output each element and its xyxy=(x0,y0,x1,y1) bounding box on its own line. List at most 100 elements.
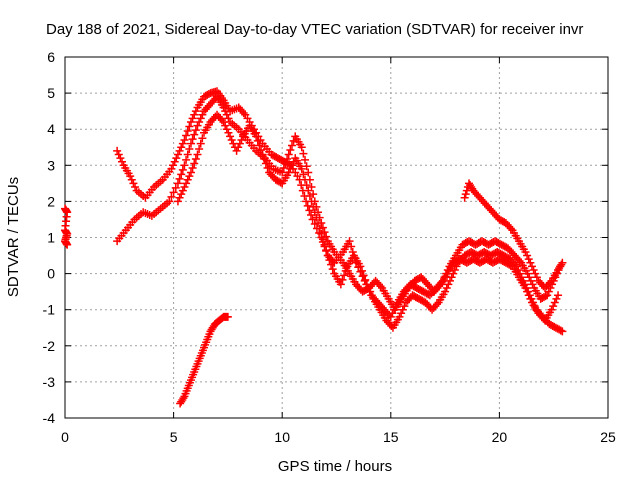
data-points xyxy=(61,87,567,408)
data-point-marker xyxy=(317,229,326,238)
data-point-marker xyxy=(188,114,197,123)
data-point-marker xyxy=(172,154,181,163)
data-point-marker xyxy=(305,191,314,200)
data-point-marker xyxy=(178,186,187,195)
series-track-e xyxy=(460,179,567,293)
data-point-marker xyxy=(131,182,140,191)
series-track-f xyxy=(176,312,232,408)
data-point-marker xyxy=(185,145,194,154)
chart-title: Day 188 of 2021, Sidereal Day-to-day VTE… xyxy=(46,21,583,38)
data-point-marker xyxy=(191,107,200,116)
data-point-marker xyxy=(175,193,184,202)
data-point-marker xyxy=(556,326,565,335)
data-point-marker xyxy=(183,150,192,159)
data-point-marker xyxy=(129,179,138,188)
data-point-marker xyxy=(359,271,368,280)
data-point-marker xyxy=(255,141,264,150)
data-point-marker xyxy=(341,266,350,275)
data-point-marker xyxy=(281,159,290,168)
y-axis-label: SDTVAR / TECUs xyxy=(5,177,22,297)
data-point-marker xyxy=(362,280,371,289)
data-point-marker xyxy=(171,183,180,192)
data-point-marker xyxy=(386,312,395,321)
data-point-marker xyxy=(356,262,365,271)
data-point-marker xyxy=(173,179,182,188)
data-point-marker xyxy=(361,275,370,284)
data-point-marker xyxy=(180,136,189,145)
data-point-marker xyxy=(185,122,194,131)
data-point-marker xyxy=(180,182,189,191)
data-point-marker xyxy=(193,121,202,130)
data-point-marker xyxy=(283,154,292,163)
data-point-marker xyxy=(527,262,536,271)
data-point-marker xyxy=(126,172,135,181)
data-point-marker xyxy=(221,121,230,130)
data-point-marker xyxy=(195,145,204,154)
data-point-marker xyxy=(227,136,236,145)
y-tick-label: 1 xyxy=(47,230,55,246)
data-point-marker xyxy=(550,298,559,307)
data-point-marker xyxy=(167,164,176,173)
data-point-marker xyxy=(183,127,192,136)
data-point-marker xyxy=(460,193,469,202)
data-point-marker xyxy=(449,269,458,278)
data-point-marker xyxy=(512,262,521,271)
data-point-marker xyxy=(304,186,313,195)
data-point-marker xyxy=(179,394,188,403)
data-point-marker xyxy=(524,287,533,296)
data-point-marker xyxy=(450,265,459,274)
data-point-marker xyxy=(219,103,228,112)
data-point-marker xyxy=(525,291,534,300)
data-point-marker xyxy=(196,114,205,123)
data-point-marker xyxy=(517,273,526,282)
data-point-marker xyxy=(221,107,230,116)
data-point-marker xyxy=(541,292,550,301)
x-tick-label: 5 xyxy=(170,429,178,445)
data-point-marker xyxy=(169,161,178,170)
data-point-marker xyxy=(287,141,296,150)
data-point-marker xyxy=(175,174,184,183)
data-point-marker xyxy=(554,291,563,300)
data-point-marker xyxy=(558,258,567,267)
data-point-marker xyxy=(545,278,554,287)
data-point-marker xyxy=(177,170,186,179)
x-tick-label: 15 xyxy=(383,429,399,445)
data-point-marker xyxy=(186,168,195,177)
data-point-marker xyxy=(519,276,528,285)
data-point-marker xyxy=(191,126,200,135)
data-point-marker xyxy=(299,149,308,158)
data-point-marker xyxy=(63,240,72,249)
data-point-marker xyxy=(252,132,261,141)
data-point-marker xyxy=(188,135,197,144)
data-point-marker xyxy=(191,154,200,163)
data-point-marker xyxy=(340,271,349,280)
y-tick-label: 0 xyxy=(47,266,55,282)
data-point-marker xyxy=(524,255,533,264)
data-point-marker xyxy=(345,237,354,246)
data-point-marker xyxy=(301,155,310,164)
data-point-marker xyxy=(516,269,525,278)
data-point-marker xyxy=(543,291,552,300)
data-point-marker xyxy=(175,146,184,155)
series-track-a xyxy=(61,204,72,249)
data-point-marker xyxy=(170,157,179,166)
data-point-marker xyxy=(167,192,176,201)
data-point-marker xyxy=(544,287,553,296)
grid-lines xyxy=(65,57,608,418)
x-tick-label: 0 xyxy=(61,429,69,445)
data-point-marker xyxy=(461,190,470,199)
data-point-marker xyxy=(531,269,540,278)
data-point-marker xyxy=(523,251,532,260)
data-point-marker xyxy=(198,134,207,143)
data-point-marker xyxy=(398,305,407,314)
data-point-marker xyxy=(547,305,556,314)
data-point-marker xyxy=(523,269,532,278)
data-point-marker xyxy=(195,117,204,126)
data-point-marker xyxy=(441,287,450,296)
data-point-marker xyxy=(284,150,293,159)
data-point-marker xyxy=(113,146,122,155)
data-point-marker xyxy=(258,150,267,159)
data-point-marker xyxy=(188,164,197,173)
x-tick-label: 10 xyxy=(274,429,290,445)
